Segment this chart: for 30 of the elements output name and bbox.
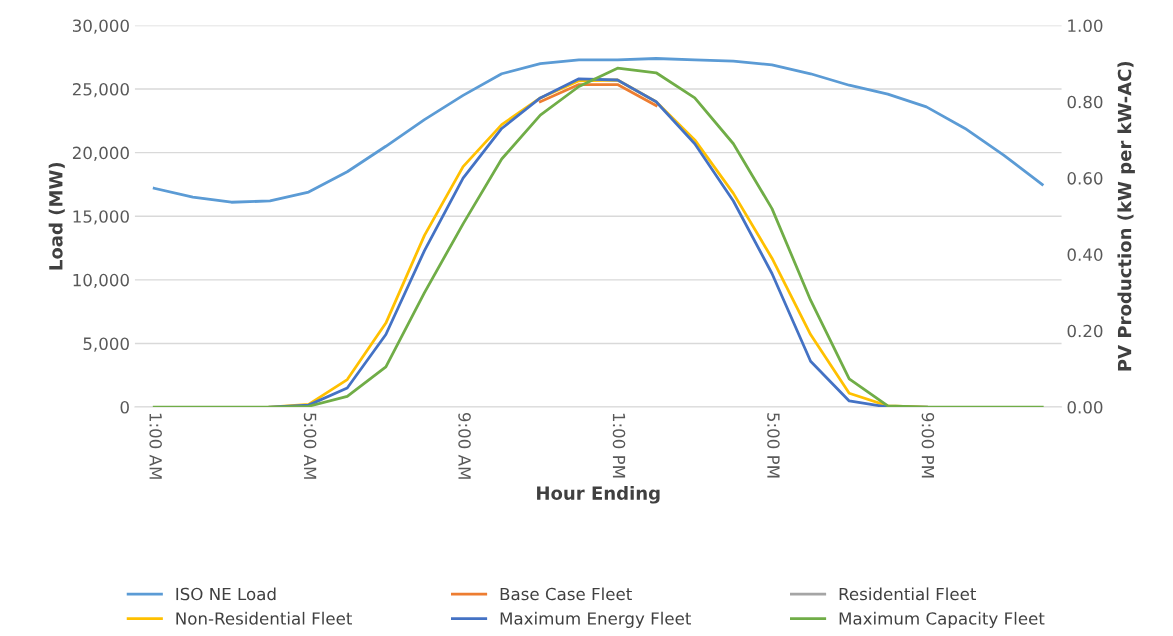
y-tick-label: 20,000 <box>72 146 129 161</box>
x-tick-label: 1:00 PM <box>612 413 626 478</box>
legend-label: Base Case Fleet <box>500 587 632 601</box>
x-tick-label: 1:00 AM <box>149 413 162 479</box>
y-tick-label: 0 <box>120 401 129 414</box>
y-tick-label: 25,000 <box>72 83 129 98</box>
y2-tick-label: 0.80 <box>1067 95 1103 109</box>
y-tick-label: 15,000 <box>73 210 129 225</box>
y-axis-title: Load (MW) <box>48 162 65 270</box>
legend-label: Residential Fleet <box>839 587 977 601</box>
y2-tick-label: 0.40 <box>1067 248 1103 261</box>
line-series <box>152 57 1044 204</box>
legend-label: ISO NE Load <box>176 587 276 601</box>
x-axis-title: Hour Ending <box>537 485 660 504</box>
legend-label: Maximum Energy Fleet <box>500 611 691 628</box>
y-tick-label: 10,000 <box>73 273 129 289</box>
y2-tick-label: 0.20 <box>1067 324 1103 338</box>
y2-tick-label: 1.00 <box>1068 19 1103 33</box>
line-series <box>152 66 1044 408</box>
y2-tick-label: 0.00 <box>1067 401 1103 414</box>
y2-tick-label: 0.60 <box>1067 172 1103 185</box>
x-tick-label: 9:00 AM <box>458 412 471 479</box>
x-tick-label: 5:00 PM <box>767 413 780 478</box>
x-tick-label: 9:00 PM <box>921 412 935 478</box>
y-tick-label: 30,000 <box>72 19 129 34</box>
x-tick-label: 5:00 AM <box>303 413 317 479</box>
y2-axis-title: PV Production (kW per kW-AC) <box>1117 61 1135 371</box>
legend-label: Non-Residential Fleet <box>176 611 352 625</box>
y-tick-label: 5,000 <box>83 337 129 352</box>
legend-label: Maximum Capacity Fleet <box>839 611 1045 628</box>
